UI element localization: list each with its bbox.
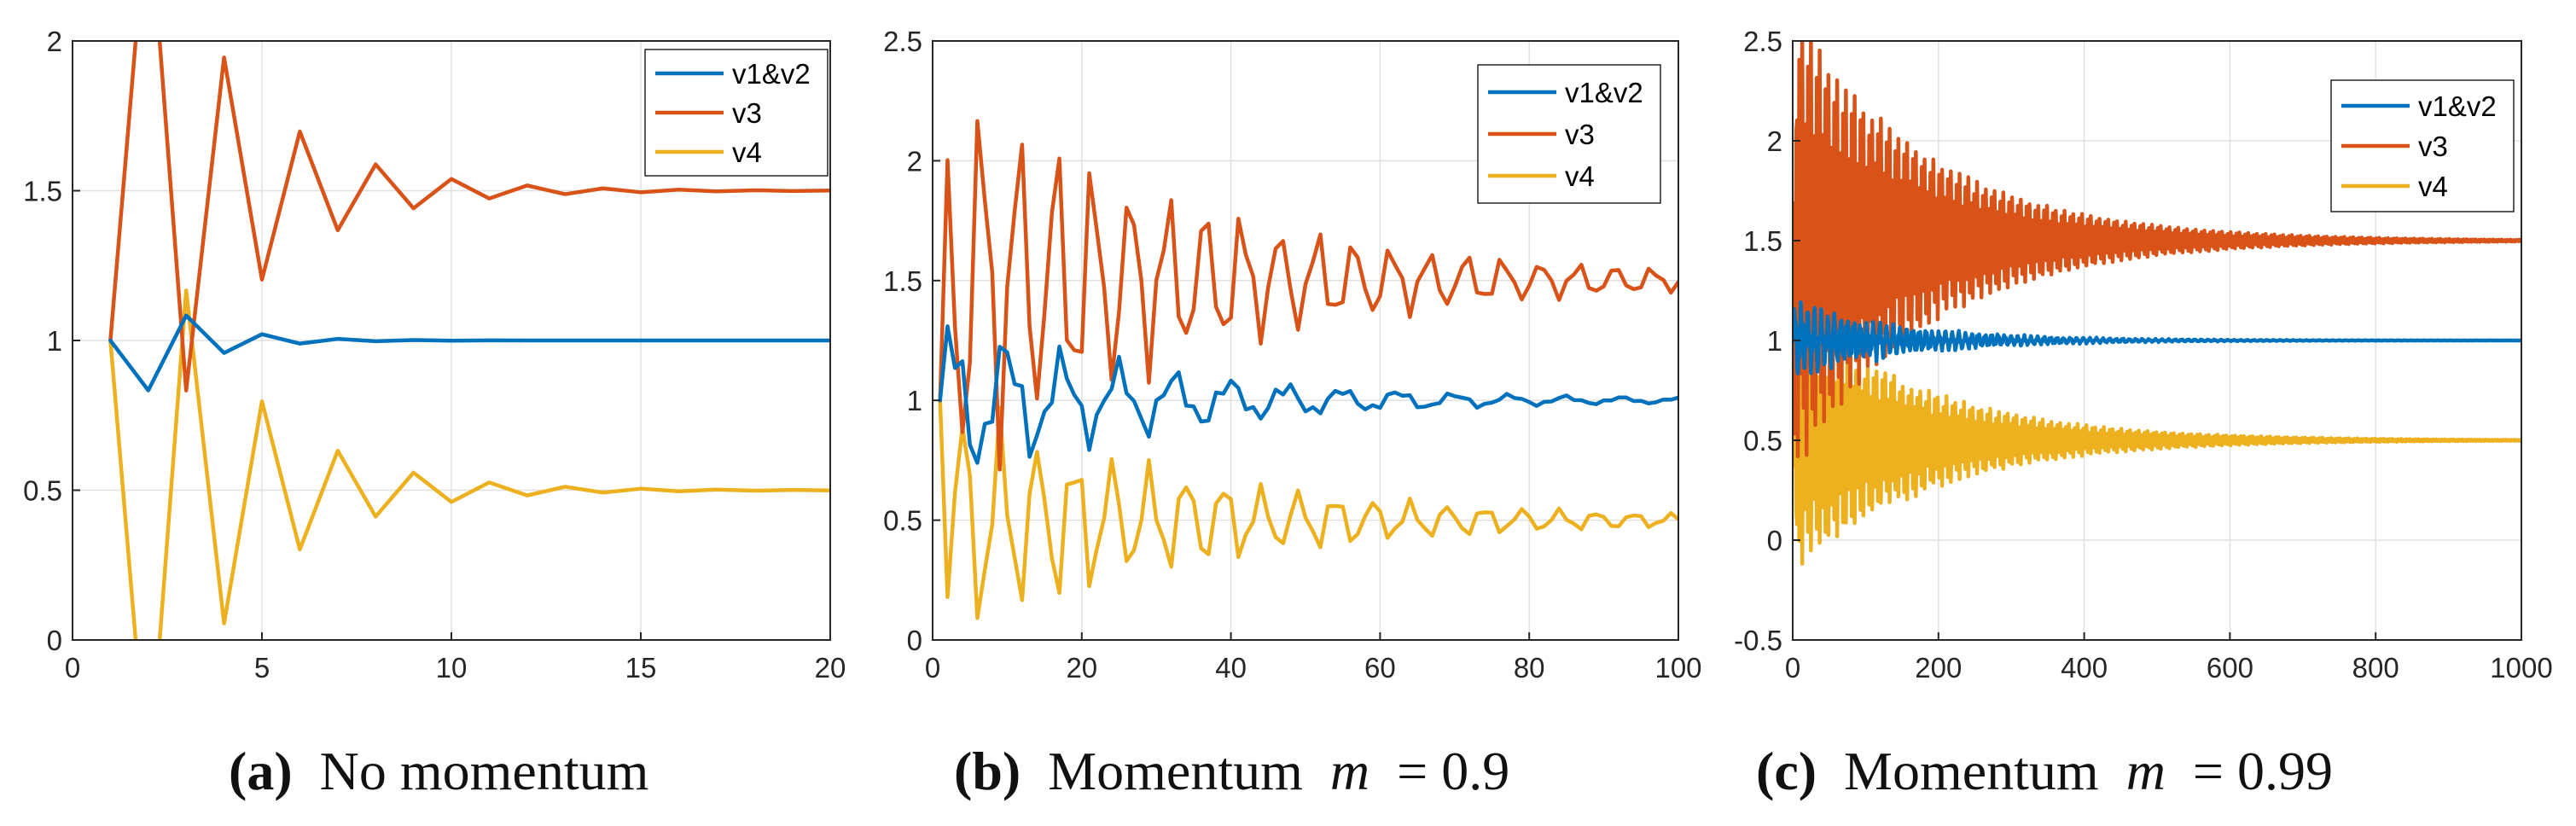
x-tick-label: 400 [2061,652,2108,683]
caption-b-m-value: = 0.9 [1397,741,1509,801]
series-line-v3 [108,41,830,393]
y-tick-label: -0.5 [1734,625,1782,656]
y-tick-label: 2.5 [883,26,922,57]
panel-c-series [1793,41,2521,566]
y-tick-label: 1.5 [883,265,922,297]
x-tick-label: 60 [1364,652,1396,683]
series-line-v3 [938,119,1678,472]
panel-a-legend-label-v4: v4 [732,137,762,168]
y-tick-label: 2 [47,26,62,57]
caption-a-letter: (a) [229,741,293,801]
series-line-v4 [1793,315,2521,566]
y-tick-label: 1 [1767,325,1782,357]
x-tick-label: 20 [1066,652,1097,683]
y-tick-label: 2 [1767,125,1782,157]
x-tick-label: 200 [1915,652,1962,683]
x-tick-label: 0 [925,652,940,683]
x-tick-label: 80 [1514,652,1545,683]
caption-b-m-symbol: m [1330,741,1369,801]
panel-b-legend-label-v4: v4 [1565,160,1595,192]
series-line-v4 [108,288,830,640]
panel-b-legend-label-v1v2: v1&v2 [1565,77,1643,108]
y-tick-label: 2.5 [1743,26,1782,57]
x-tick-label: 5 [254,652,270,683]
x-tick-label: 10 [436,652,468,683]
y-tick-label: 1 [47,325,62,357]
y-tick-label: 0.5 [23,475,62,507]
series-line-v4 [938,398,1678,620]
panel-b-axis-frame [932,40,1679,641]
panel-b-ticks: 0 20 40 60 80 100 0 0.5 1 1.5 2 2.5 [883,26,1701,683]
panel-b-series [938,119,1678,620]
panel-a-legend-label-v3: v3 [732,97,762,129]
panel-b-legend: v1&v2 v3 v4 [1477,64,1661,204]
y-tick-label: 0 [47,625,62,656]
y-tick-label: 1.5 [23,176,62,207]
caption-b: (b) Momentum m = 0.9 [954,741,1509,801]
x-tick-label: 600 [2207,652,2253,683]
panel-b: 0 20 40 60 80 100 0 0.5 1 1.5 2 2.5 v1&v2 v3 v4 (b)… [883,26,1701,801]
panel-c-legend-label-v4: v4 [2418,171,2448,202]
panel-c-legend: v1&v2 v3 v4 [2330,79,2515,212]
panel-c-ticks: 0 200 400 600 800 1000-0.500.511.522.5 [1734,26,2553,683]
x-tick-label: 800 [2352,652,2399,683]
x-tick-label: 40 [1215,652,1247,683]
x-tick-label: 1000 [2490,652,2552,683]
panel-a-series [108,41,830,640]
caption-a-text: No momentum [320,741,649,801]
caption-c-m-value: = 0.99 [2193,741,2333,801]
caption-c: (c) Momentum m = 0.99 [1756,741,2333,801]
x-tick-label: 100 [1654,652,1701,683]
panel-a-ticks: 0 5 10 15 20 0 0.5 1 1.5 2 [23,26,846,683]
y-tick-label: 1 [907,385,922,416]
series-line-v1-v2 [108,313,830,393]
y-tick-label: 0 [1767,525,1782,556]
series-line-v1-v2 [938,324,1678,465]
panel-b-legend-label-v3: v3 [1565,119,1595,150]
y-tick-label: 0.5 [1743,425,1782,457]
caption-c-letter: (c) [1756,741,1817,801]
x-tick-label: 0 [65,652,80,683]
panel-c-legend-label-v1v2: v1&v2 [2418,90,2497,122]
panel-a-legend: v1&v2 v3 v4 [644,49,829,177]
caption-c-m-symbol: m [2126,741,2166,801]
y-tick-label: 0.5 [883,505,922,537]
caption-c-text: Momentum [1844,741,2099,801]
panel-c-legend-label-v3: v3 [2418,131,2448,162]
x-tick-label: 20 [815,652,846,683]
x-tick-label: 15 [625,652,657,683]
y-tick-label: 2 [907,145,922,177]
series-line-v1-v2 [1793,300,2521,375]
panel-a-legend-label-v1v2: v1&v2 [732,58,811,90]
caption-b-letter: (b) [954,741,1021,801]
series-line-v3 [1793,41,2521,459]
caption-b-text: Momentum [1048,741,1303,801]
panel-c: 0 200 400 600 800 1000-0.500.511.522.5 v1&v2 … [1734,26,2553,801]
y-tick-label: 1.5 [1743,225,1782,257]
caption-a: (a) No momentum [229,741,648,801]
x-tick-label: 0 [1785,652,1800,683]
y-tick-label: 0 [907,625,922,656]
panel-a: 0 5 10 15 20 0 0.5 1 1.5 2 v1&v2 v3 v4 (a) No mom… [23,26,846,801]
